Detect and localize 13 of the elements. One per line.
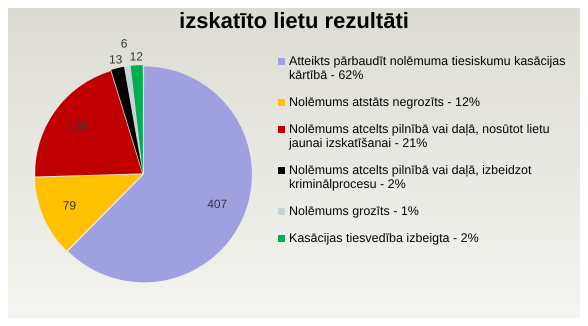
data-label: 13	[108, 52, 123, 67]
legend-label: Atteikts pārbaudīt nolēmuma tiesiskumu kasācijas kārtībā - 62%	[289, 54, 567, 82]
data-label: 12	[130, 50, 144, 64]
legend-label: Nolēmums atcelts pilnībā vai daļā, izbeidzot kriminālprocesu - 2%	[289, 163, 532, 191]
data-label: 407	[207, 196, 228, 211]
legend-label: Nolēmums atcelts pilnībā vai daļā, nosūtot lietu jaunai izskatīšanai - 21%	[289, 122, 551, 150]
legend-label: Nolēmums grozīts - 1%	[289, 204, 419, 218]
chart-title: izskatīto lietu rezultāti	[178, 8, 410, 34]
data-label: 79	[62, 198, 76, 212]
legend-label: Kasācijas tiesvedība izbeigta - 2%	[289, 231, 479, 245]
data-label: 135	[68, 120, 88, 134]
legend-label: Nolēmums atstāts negrozīts - 12%	[289, 95, 480, 109]
data-label: 6	[120, 36, 128, 51]
